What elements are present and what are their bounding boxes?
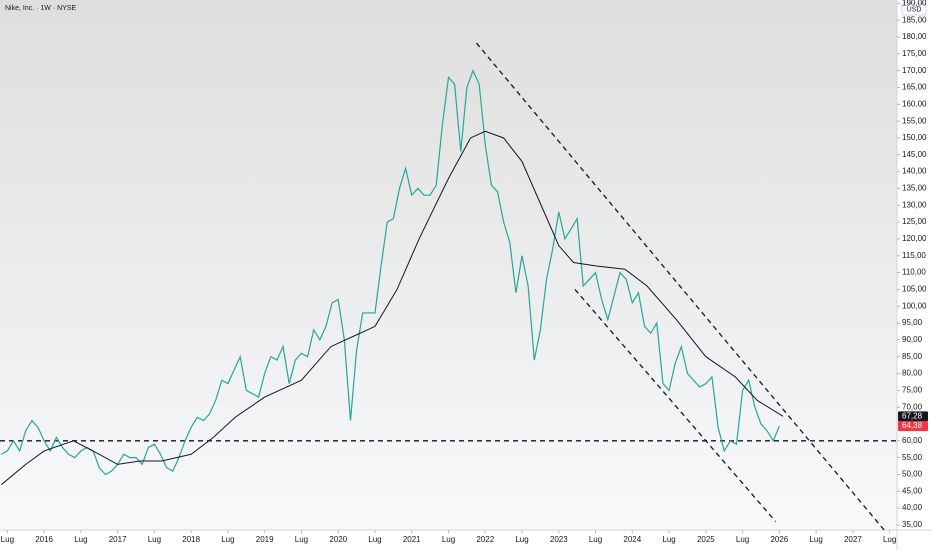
y-tick-label: 135,00	[902, 184, 927, 193]
currency: USD	[907, 6, 922, 13]
x-tick-label: Lug	[74, 535, 87, 544]
y-tick-label: 110,00	[902, 268, 926, 277]
y-tick-label: 165,00	[902, 83, 927, 92]
price-label: 64,38	[902, 421, 923, 430]
x-tick-label: Lug	[1, 535, 14, 544]
x-tick-label: Lug	[295, 535, 308, 544]
price-axis	[897, 0, 932, 550]
x-tick-label: Lug	[809, 535, 822, 544]
x-tick-label: 2025	[697, 535, 715, 544]
y-tick-label: 125,00	[902, 217, 927, 226]
trend-line	[574, 288, 777, 523]
y-tick-label: 105,00	[902, 285, 927, 294]
y-tick-label: 40,00	[902, 503, 923, 512]
y-tick-label: 145,00	[902, 150, 927, 159]
y-tick-label: 175,00	[902, 49, 927, 58]
x-tick-label: 2021	[403, 535, 421, 544]
y-tick-label: 155,00	[902, 116, 927, 125]
x-tick-label: 2019	[256, 535, 274, 544]
x-tick-label: 2024	[623, 535, 641, 544]
x-tick-label: 2017	[109, 535, 127, 544]
series-line	[1, 130, 784, 485]
y-tick-label: 80,00	[902, 369, 923, 378]
y-tick-label: 120,00	[902, 234, 927, 243]
y-tick-label: 60,00	[902, 436, 923, 445]
y-tick-label: 45,00	[902, 486, 923, 495]
y-tick-label: 150,00	[902, 133, 927, 142]
trend-line	[475, 42, 886, 532]
x-tick-label: 2026	[770, 535, 788, 544]
y-tick-label: 185,00	[902, 15, 927, 24]
x-tick-label: 2016	[35, 535, 53, 544]
y-tick-label: 160,00	[902, 99, 927, 108]
series-line	[0, 69, 780, 476]
y-tick-label: 190,00	[902, 0, 927, 7]
y-tick-label: 130,00	[902, 200, 927, 209]
y-tick-label: 180,00	[902, 32, 927, 41]
x-tick-label: 2023	[550, 535, 568, 544]
y-tick-label: 170,00	[902, 66, 927, 75]
price-label-box	[898, 421, 928, 432]
y-tick-label: 50,00	[902, 470, 923, 479]
x-tick-label: Lug	[221, 535, 234, 544]
x-tick-label: Lug	[442, 535, 455, 544]
y-tick-label: 90,00	[902, 335, 923, 344]
y-tick-label: 55,00	[902, 453, 923, 462]
x-tick-label: Lug	[368, 535, 381, 544]
y-tick-label: 95,00	[902, 318, 923, 327]
x-tick-label: 2027	[844, 535, 862, 544]
currency-box[interactable]	[901, 2, 927, 16]
y-tick-label: 75,00	[902, 385, 923, 394]
y-tick-label: 115,00	[902, 251, 926, 260]
time-axis	[0, 530, 897, 550]
y-tick-label: 35,00	[902, 520, 923, 529]
y-tick-label: 100,00	[902, 301, 927, 310]
chart-title: Nike, Inc. · 1W · NYSE	[5, 5, 77, 12]
x-tick-label: Lug	[736, 535, 749, 544]
x-tick-label: 2020	[329, 535, 347, 544]
y-tick-label: 85,00	[902, 352, 923, 361]
price-label: 67,28	[902, 411, 923, 420]
x-tick-label: Lug	[883, 535, 896, 544]
x-tick-label: Lug	[589, 535, 602, 544]
y-tick-label: 140,00	[902, 167, 927, 176]
plot-background	[0, 0, 897, 530]
y-tick-label: 70,00	[902, 402, 923, 411]
x-tick-label: Lug	[662, 535, 675, 544]
x-tick-label: 2022	[476, 535, 494, 544]
x-tick-label: Lug	[148, 535, 161, 544]
x-tick-label: Lug	[515, 535, 528, 544]
x-tick-label: 2018	[182, 535, 200, 544]
price-label-box	[898, 411, 928, 422]
